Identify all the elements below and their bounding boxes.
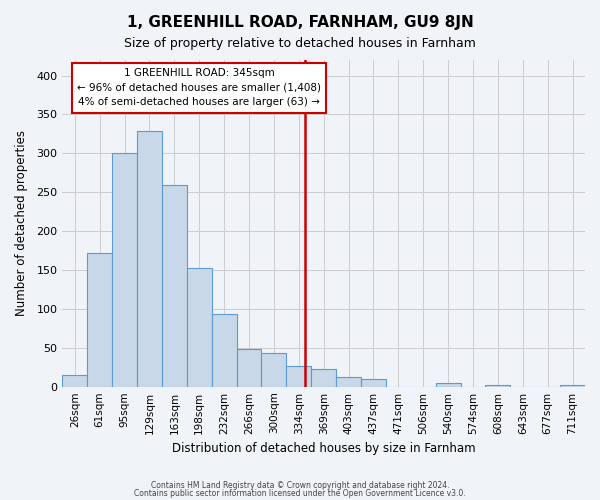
- Text: 1, GREENHILL ROAD, FARNHAM, GU9 8JN: 1, GREENHILL ROAD, FARNHAM, GU9 8JN: [127, 15, 473, 30]
- Text: Contains public sector information licensed under the Open Government Licence v3: Contains public sector information licen…: [134, 488, 466, 498]
- Y-axis label: Number of detached properties: Number of detached properties: [15, 130, 28, 316]
- Bar: [485, 385, 511, 386]
- Bar: [336, 378, 361, 386]
- Bar: [62, 375, 87, 386]
- Bar: [187, 268, 212, 386]
- Bar: [560, 385, 585, 386]
- Bar: [236, 350, 262, 387]
- Text: Size of property relative to detached houses in Farnham: Size of property relative to detached ho…: [124, 38, 476, 51]
- Bar: [112, 152, 137, 386]
- Bar: [212, 314, 236, 386]
- Bar: [361, 379, 386, 386]
- Bar: [436, 383, 461, 386]
- Bar: [286, 366, 311, 386]
- Text: Contains HM Land Registry data © Crown copyright and database right 2024.: Contains HM Land Registry data © Crown c…: [151, 481, 449, 490]
- Bar: [162, 185, 187, 386]
- X-axis label: Distribution of detached houses by size in Farnham: Distribution of detached houses by size …: [172, 442, 475, 455]
- Bar: [262, 353, 286, 386]
- Text: 1 GREENHILL ROAD: 345sqm
← 96% of detached houses are smaller (1,408)
4% of semi: 1 GREENHILL ROAD: 345sqm ← 96% of detach…: [77, 68, 321, 108]
- Bar: [137, 131, 162, 386]
- Bar: [87, 253, 112, 386]
- Bar: [311, 369, 336, 386]
